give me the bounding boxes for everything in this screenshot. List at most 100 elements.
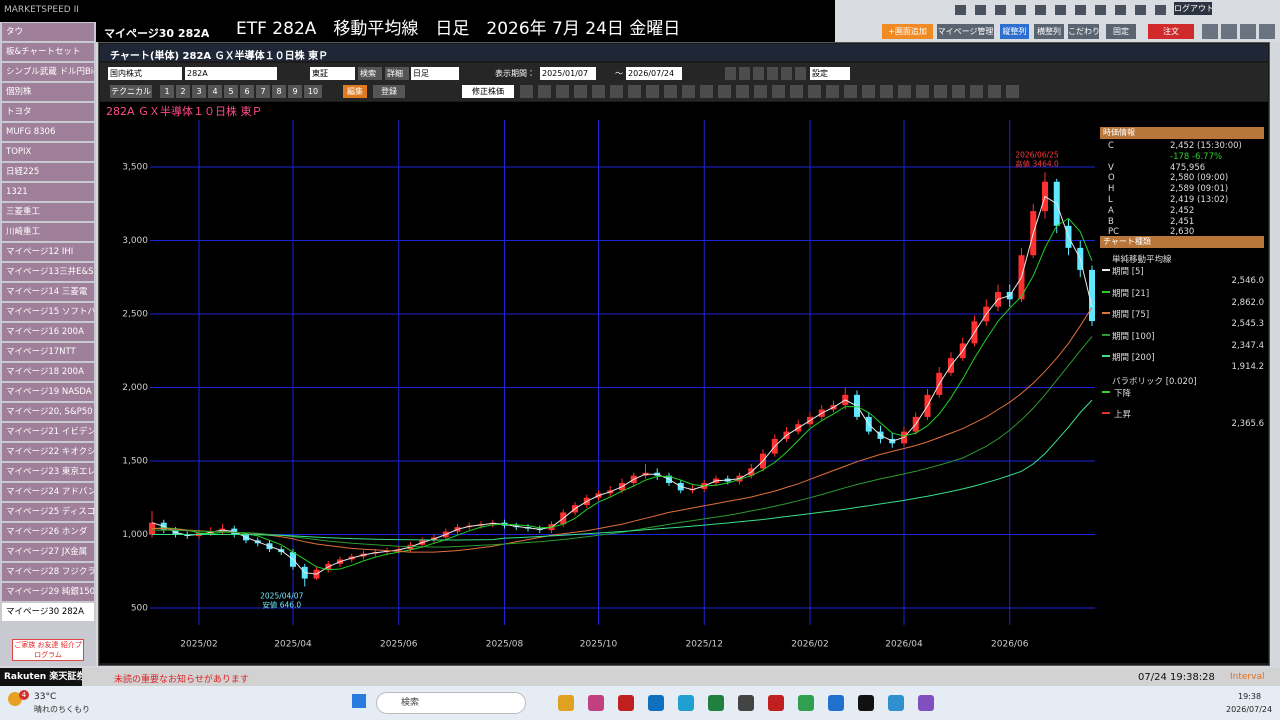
- chart-tool[interactable]: [753, 67, 764, 80]
- sidebar-item[interactable]: マイページ22 キオクシ: [2, 443, 94, 461]
- toolbar-field[interactable]: 東証: [310, 67, 355, 80]
- sidebar-item[interactable]: 日経225: [2, 163, 94, 181]
- drawing-tool[interactable]: [808, 85, 821, 98]
- toolbar-button[interactable]: 登録: [373, 85, 405, 98]
- drawing-tool[interactable]: [682, 85, 695, 98]
- toolbar-field[interactable]: 282A: [185, 67, 277, 80]
- sidebar-item[interactable]: マイページ19 NASDA: [2, 383, 94, 401]
- sidebar-item[interactable]: マイページ20, S&P50: [2, 403, 94, 421]
- sidebar-item[interactable]: マイページ27 JX金属: [2, 543, 94, 561]
- toolbar-field[interactable]: 詳細: [385, 67, 409, 80]
- taskbar-app[interactable]: [618, 695, 634, 711]
- sidebar-item[interactable]: TOPIX: [2, 143, 94, 161]
- taskbar-app[interactable]: [588, 695, 604, 711]
- sidebar-item[interactable]: マイページ21 イビデン: [2, 423, 94, 441]
- sidebar-item[interactable]: マイページ13三井E&S: [2, 263, 94, 281]
- sidebar-item[interactable]: マイページ24 アドバン: [2, 483, 94, 501]
- drawing-tool[interactable]: [988, 85, 1001, 98]
- toolbar-button[interactable]: 10: [304, 85, 322, 98]
- sidebar-item[interactable]: マイページ14 三菱電: [2, 283, 94, 301]
- window-button[interactable]: [1221, 24, 1237, 39]
- toolbar-icon[interactable]: [1055, 5, 1066, 15]
- toolbar-icon[interactable]: [975, 5, 986, 15]
- toolbar-icon[interactable]: [1095, 5, 1106, 15]
- sidebar-item[interactable]: マイページ28 フジクラ: [2, 563, 94, 581]
- drawing-tool[interactable]: [1006, 85, 1019, 98]
- toolbar-button[interactable]: 1: [160, 85, 174, 98]
- chart-tool[interactable]: [739, 67, 750, 80]
- toolbar-icon[interactable]: [1155, 5, 1166, 15]
- toolbar-field[interactable]: 国内株式: [108, 67, 182, 80]
- toolbar-button[interactable]: 7: [256, 85, 270, 98]
- toolbar-button[interactable]: 6: [240, 85, 254, 98]
- promo[interactable]: ご家族 お友達 紹介プログラム: [12, 639, 84, 661]
- toolbar-icon[interactable]: [1075, 5, 1086, 15]
- taskbar-app[interactable]: [918, 695, 934, 711]
- taskbar-app[interactable]: [768, 695, 784, 711]
- toolbar-button[interactable]: 固定: [1106, 24, 1136, 39]
- sidebar-item[interactable]: マイページ29 純銀150: [2, 583, 94, 601]
- toolbar-button[interactable]: 編集: [343, 85, 367, 98]
- sidebar-item[interactable]: マイページ26 ホンダ: [2, 523, 94, 541]
- drawing-tool[interactable]: [934, 85, 947, 98]
- drawing-tool[interactable]: [520, 85, 533, 98]
- sidebar-item[interactable]: マイページ18 200A: [2, 363, 94, 381]
- drawing-tool[interactable]: [700, 85, 713, 98]
- drawing-tool[interactable]: [754, 85, 767, 98]
- window-button[interactable]: [1202, 24, 1218, 39]
- sidebar-item[interactable]: 1321: [2, 183, 94, 201]
- drawing-tool[interactable]: [952, 85, 965, 98]
- drawing-tool[interactable]: [718, 85, 731, 98]
- drawing-tool[interactable]: [772, 85, 785, 98]
- drawing-tool[interactable]: [538, 85, 551, 98]
- toolbar-icon[interactable]: [955, 5, 966, 15]
- drawing-tool[interactable]: [862, 85, 875, 98]
- taskbar-app[interactable]: [828, 695, 844, 711]
- window-button[interactable]: [1259, 24, 1275, 39]
- toolbar-button[interactable]: 9: [288, 85, 302, 98]
- drawing-tool[interactable]: [970, 85, 983, 98]
- drawing-tool[interactable]: [880, 85, 893, 98]
- taskbar-app[interactable]: [648, 695, 664, 711]
- search-box[interactable]: 検索: [376, 692, 526, 714]
- toolbar-button[interactable]: 4: [208, 85, 222, 98]
- page-tab[interactable]: マイページ30 282A: [104, 27, 210, 40]
- sidebar-item[interactable]: マイページ16 200A: [2, 323, 94, 341]
- toolbar-button[interactable]: 注文: [1148, 24, 1194, 39]
- toolbar-field[interactable]: 2026/07/24: [626, 67, 682, 80]
- toolbar-button[interactable]: 8: [272, 85, 286, 98]
- start-button[interactable]: [352, 694, 366, 708]
- sidebar-item[interactable]: タウ: [2, 23, 94, 41]
- toolbar-button[interactable]: 3: [192, 85, 206, 98]
- drawing-tool[interactable]: [736, 85, 749, 98]
- taskbar-app[interactable]: [888, 695, 904, 711]
- drawing-tool[interactable]: [646, 85, 659, 98]
- drawing-tool[interactable]: [790, 85, 803, 98]
- sidebar-item[interactable]: マイページ17NTT: [2, 343, 94, 361]
- sidebar-item[interactable]: マイページ25 ディスコ: [2, 503, 94, 521]
- toolbar-button[interactable]: 5: [224, 85, 238, 98]
- chart-tool[interactable]: [767, 67, 778, 80]
- drawing-tool[interactable]: [826, 85, 839, 98]
- drawing-tool[interactable]: [556, 85, 569, 98]
- drawing-tool[interactable]: [898, 85, 911, 98]
- toolbar-button[interactable]: 横整列: [1034, 24, 1064, 39]
- sidebar-item[interactable]: 三菱重工: [2, 203, 94, 221]
- taskbar-app[interactable]: [708, 695, 724, 711]
- toolbar-field[interactable]: 検索: [358, 67, 382, 80]
- sidebar-item[interactable]: マイページ23 東京エレ: [2, 463, 94, 481]
- toolbar-button[interactable]: 縦整列: [1000, 24, 1029, 39]
- toolbar-button[interactable]: 2: [176, 85, 190, 98]
- notice[interactable]: 未読の重要なお知らせがあります: [114, 675, 249, 685]
- window-button[interactable]: [1240, 24, 1256, 39]
- sidebar-item[interactable]: 個別株: [2, 83, 94, 101]
- drawing-tool[interactable]: [916, 85, 929, 98]
- taskbar-app[interactable]: [558, 695, 574, 711]
- drawing-tool[interactable]: [592, 85, 605, 98]
- drawing-tool[interactable]: [574, 85, 587, 98]
- sidebar-item[interactable]: 川崎重工: [2, 223, 94, 241]
- toolbar-field[interactable]: 設定: [810, 67, 850, 80]
- drawing-tool[interactable]: [664, 85, 677, 98]
- sidebar-item[interactable]: マイページ12 IHI: [2, 243, 94, 261]
- chart-tool[interactable]: [795, 67, 806, 80]
